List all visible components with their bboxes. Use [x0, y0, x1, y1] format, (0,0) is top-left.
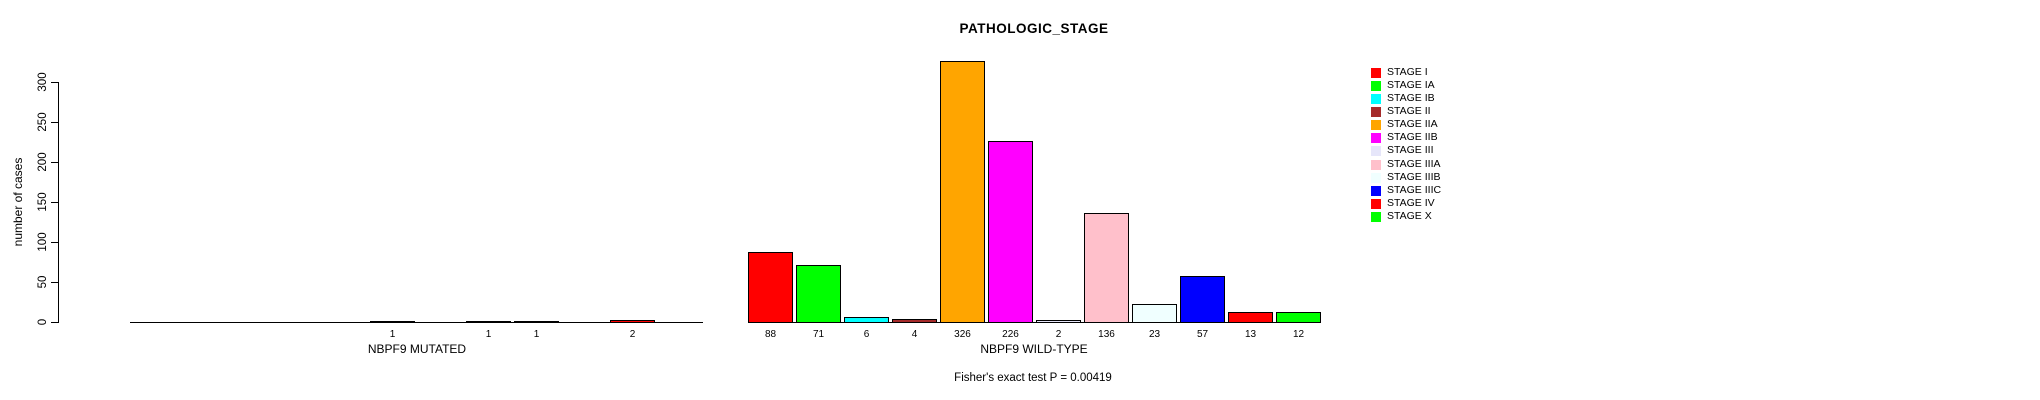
legend-label: STAGE IIB — [1387, 131, 1438, 143]
legend-label: STAGE II — [1387, 105, 1431, 117]
y-tick — [51, 282, 59, 283]
chart-title: PATHOLOGIC_STAGE — [959, 21, 1109, 36]
x-axis-baseline — [748, 322, 1321, 323]
bar-value-label: 4 — [911, 329, 918, 340]
legend-swatch — [1371, 211, 1381, 222]
bar-stage-iv — [610, 320, 655, 323]
bar-stage-i — [748, 252, 793, 323]
bar-value-label: 1 — [533, 329, 540, 340]
bar-value-label: 88 — [764, 329, 777, 340]
legend-label: STAGE IIIB — [1387, 171, 1441, 183]
bar-value-label: 2 — [629, 329, 636, 340]
legend-item: STAGE IIIA — [1371, 158, 1440, 171]
bar-value-label: 13 — [1244, 329, 1257, 340]
y-tick-label: 100 — [37, 232, 49, 252]
legend-item: STAGE III — [1371, 144, 1433, 157]
legend-swatch — [1371, 67, 1381, 78]
y-tick-label: 150 — [37, 192, 49, 212]
bar-stage-iiia — [1084, 213, 1129, 323]
legend-label: STAGE I — [1387, 66, 1428, 78]
legend-item: STAGE IA — [1371, 79, 1435, 92]
y-tick — [51, 202, 59, 203]
bar-value-label: 1 — [389, 329, 396, 340]
bar-value-label: 12 — [1292, 329, 1305, 340]
legend-swatch — [1371, 159, 1381, 170]
bar-stage-x — [1276, 312, 1321, 323]
legend-swatch — [1371, 132, 1381, 143]
x-group-label-wildtype: NBPF9 WILD-TYPE — [980, 342, 1088, 356]
legend-swatch — [1371, 119, 1381, 130]
y-tick — [51, 82, 59, 83]
bar-value-label: 136 — [1098, 329, 1115, 340]
bar-value-label: 23 — [1148, 329, 1161, 340]
bar-stage-iib — [988, 141, 1033, 323]
y-tick — [51, 322, 59, 323]
legend-label: STAGE IB — [1387, 92, 1435, 104]
y-tick-label: 300 — [37, 72, 49, 92]
bar-value-label: 6 — [863, 329, 870, 340]
y-tick-label: 0 — [37, 318, 49, 326]
y-tick-label: 250 — [37, 112, 49, 132]
legend-label: STAGE IIA — [1387, 118, 1438, 130]
y-tick — [51, 162, 59, 163]
bar-stage-iii — [1036, 320, 1081, 323]
legend-swatch — [1371, 93, 1381, 104]
y-tick-label: 200 — [37, 152, 49, 172]
legend-swatch — [1371, 172, 1381, 183]
bar-stage-iiib — [514, 321, 559, 323]
bar-stage-iiia — [466, 321, 511, 323]
legend-label: STAGE IIIA — [1387, 158, 1441, 170]
legend-label: STAGE IV — [1387, 197, 1435, 209]
bar-stage-iiic — [1180, 276, 1225, 323]
legend-item: STAGE IIA — [1371, 118, 1438, 131]
bar-stage-ii — [892, 319, 937, 323]
legend-item: STAGE X — [1371, 210, 1432, 223]
legend-label: STAGE III — [1387, 144, 1434, 156]
legend-label: STAGE IA — [1387, 79, 1435, 91]
legend-swatch — [1371, 80, 1381, 91]
y-tick-label: 50 — [37, 275, 49, 289]
legend-swatch — [1371, 106, 1381, 117]
bar-value-label: 57 — [1196, 329, 1209, 340]
y-axis-label: number of cases — [11, 157, 25, 247]
bar-value-label: 226 — [1002, 329, 1019, 340]
legend-item: STAGE II — [1371, 105, 1431, 118]
legend-label: STAGE IIIC — [1387, 184, 1442, 196]
legend-swatch — [1371, 198, 1381, 209]
legend-item: STAGE I — [1371, 66, 1428, 79]
bar-stage-iv — [1228, 312, 1273, 323]
legend-label: STAGE X — [1387, 210, 1432, 222]
bar-value-label: 326 — [954, 329, 971, 340]
legend-item: STAGE IB — [1371, 92, 1435, 105]
legend-item: STAGE IV — [1371, 197, 1435, 210]
legend-item: STAGE IIIB — [1371, 171, 1440, 184]
bar-value-label: 1 — [485, 329, 492, 340]
bar-stage-ib — [844, 317, 889, 323]
legend-swatch — [1371, 185, 1381, 196]
bar-value-label: 2 — [1055, 329, 1062, 340]
y-tick — [51, 122, 59, 123]
bar-value-label: 71 — [812, 329, 825, 340]
legend-item: STAGE IIB — [1371, 131, 1438, 144]
y-tick — [51, 242, 59, 243]
bar-stage-iiib — [1132, 304, 1177, 323]
bar-stage-iib — [370, 321, 415, 323]
x-group-label-mutated: NBPF9 MUTATED — [367, 342, 467, 356]
legend-item: STAGE IIIC — [1371, 184, 1441, 197]
fisher-test-caption: Fisher's exact test P = 0.00419 — [954, 372, 1112, 384]
bar-stage-ia — [796, 265, 841, 323]
bar-stage-iia — [940, 61, 985, 323]
legend-swatch — [1371, 145, 1381, 156]
x-axis-baseline — [130, 322, 703, 323]
